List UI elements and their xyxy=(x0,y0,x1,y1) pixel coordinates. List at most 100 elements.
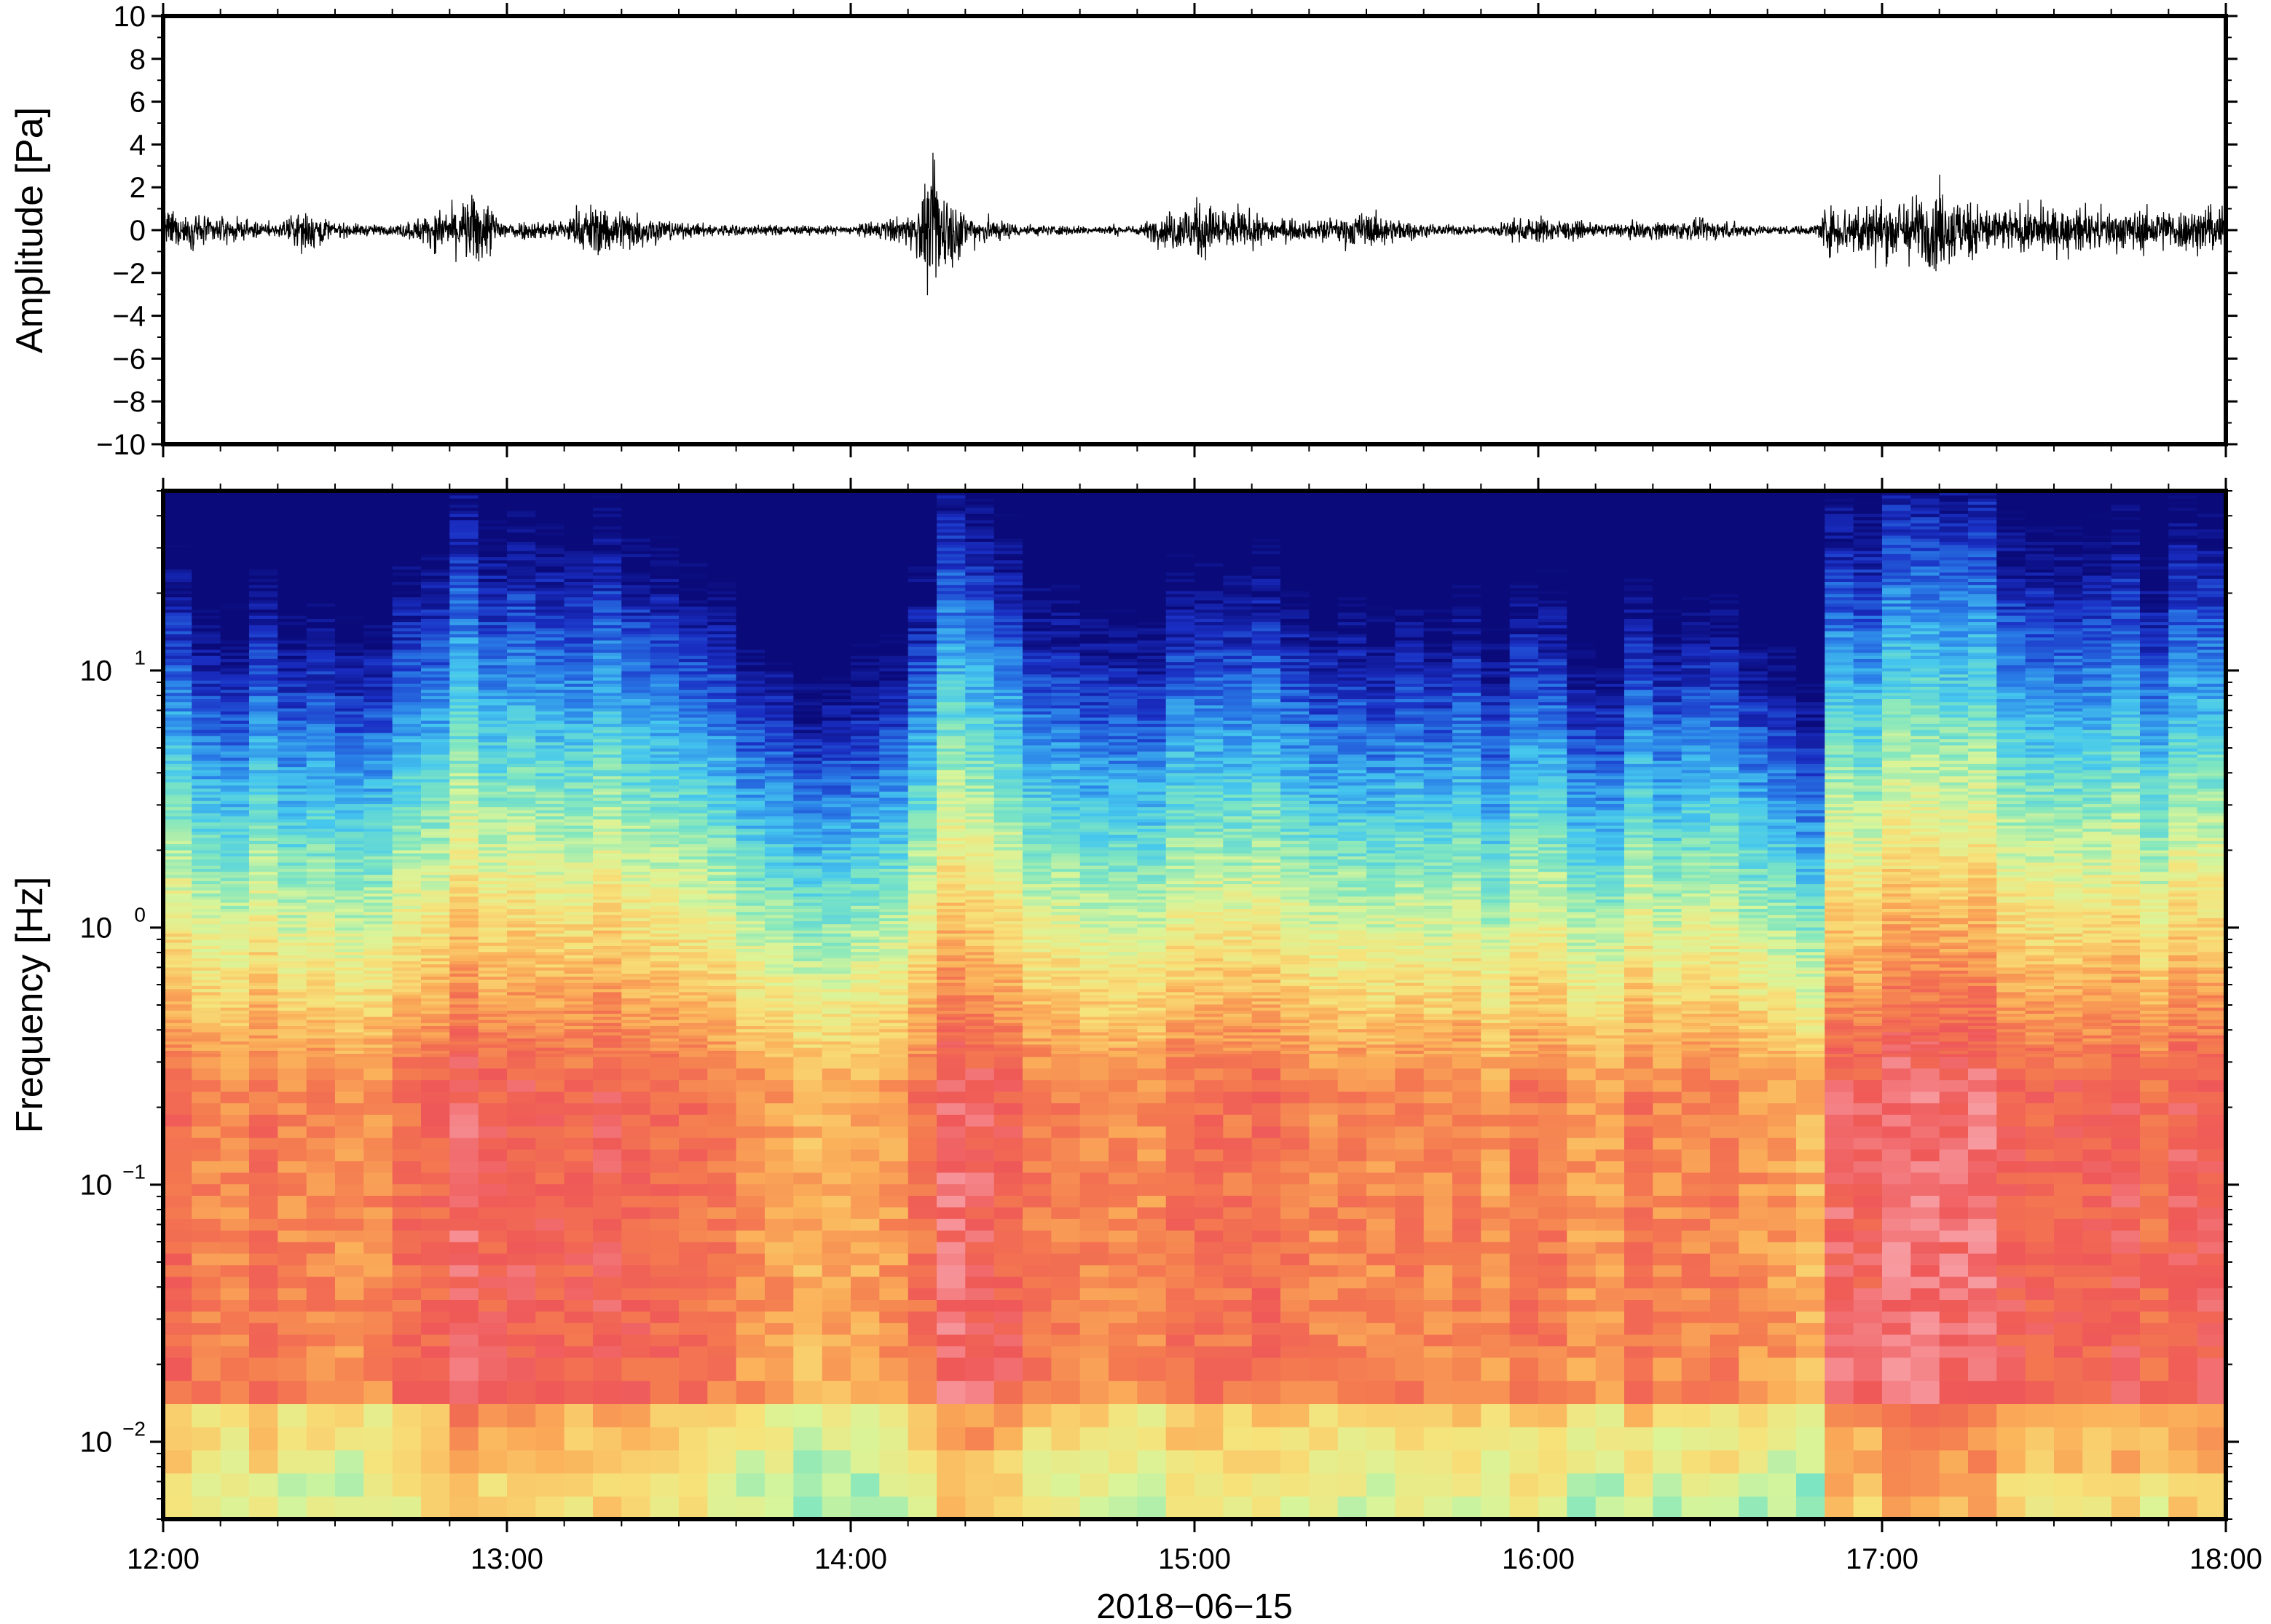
spectrogram-cell xyxy=(163,933,193,937)
spectrogram-cell xyxy=(765,979,795,983)
spectrogram-cell xyxy=(278,1426,307,1451)
spectrogram-cell xyxy=(793,1496,823,1519)
spectrogram-cell xyxy=(707,991,737,996)
spectrogram-cell xyxy=(192,717,221,721)
spectrogram-cell xyxy=(421,492,451,496)
waveform-y-tick-label: −2 xyxy=(112,258,146,290)
spectrogram-cell xyxy=(564,877,594,881)
spectrogram-cell xyxy=(478,970,508,974)
spectrogram-cell xyxy=(765,639,795,644)
spectrogram-cell xyxy=(449,877,479,881)
spectrogram-cell xyxy=(306,1148,336,1162)
spectrogram-cell xyxy=(335,1028,365,1033)
spectrogram-cell xyxy=(564,776,594,780)
spectrogram-cell xyxy=(249,621,279,626)
spectrogram-cell xyxy=(421,982,451,986)
spectrogram-cell xyxy=(249,1333,279,1347)
spectrogram-cell xyxy=(621,519,651,524)
spectrogram-cell xyxy=(593,606,623,610)
spectrogram-cell xyxy=(621,840,651,845)
spectrogram-cell xyxy=(535,772,565,776)
spectrogram-cell xyxy=(507,615,537,619)
spectrogram-cell xyxy=(535,529,565,533)
spectrogram-cell xyxy=(621,1019,651,1023)
spectrogram-cell xyxy=(765,905,795,909)
waveform-y-tick-label: 8 xyxy=(130,44,146,76)
spectrogram-cell xyxy=(335,1016,365,1020)
spectrogram-cell xyxy=(220,1022,250,1026)
spectrogram-cell xyxy=(220,831,250,835)
spectrogram-cell xyxy=(421,494,451,499)
spectrogram-cell xyxy=(679,849,709,854)
spectrogram-cell xyxy=(335,707,365,712)
spectrogram-cell xyxy=(679,634,709,638)
spectrogram-cell xyxy=(765,602,795,607)
spectrogram-cell xyxy=(421,1006,451,1011)
spectrogram-cell xyxy=(421,926,451,931)
spectrogram-cell xyxy=(679,1019,709,1023)
spectrogram-cell xyxy=(421,1195,451,1207)
spectrogram-cell xyxy=(392,800,422,804)
spectrogram-cell xyxy=(765,862,795,866)
spectrogram-cell xyxy=(306,942,336,946)
waveform-y-tick-label: −10 xyxy=(96,429,146,461)
spectrogram-cell xyxy=(192,664,221,669)
spectrogram-cell xyxy=(679,889,709,894)
spectrogram-cell xyxy=(220,813,250,816)
spectrogram-cell xyxy=(449,741,479,746)
spectrogram-cell xyxy=(192,1038,221,1042)
spectrogram-cell xyxy=(478,779,508,783)
spectrogram-cell xyxy=(564,859,594,863)
spectrogram-cell xyxy=(507,741,537,746)
spectrogram-cell xyxy=(335,840,365,845)
spectrogram-cell xyxy=(621,1473,651,1497)
spectrogram-cell xyxy=(163,634,193,638)
spectrogram-cell xyxy=(765,889,795,894)
spectrogram-cell xyxy=(621,729,651,733)
spectrogram-cell xyxy=(278,779,307,783)
spectrogram-cell xyxy=(220,923,250,928)
spectrogram-cell xyxy=(478,923,508,928)
spectrogram-cell xyxy=(621,751,651,755)
spectrogram-cell xyxy=(707,936,737,940)
spectrogram-cell xyxy=(621,837,651,841)
spectrogram-cell xyxy=(707,1426,737,1451)
spectrogram-cell xyxy=(765,621,795,626)
spectrogram-cell xyxy=(736,535,765,539)
spectrogram-cell xyxy=(593,664,623,669)
spectrogram-cell xyxy=(650,701,680,706)
spectrogram-cell xyxy=(679,1311,709,1323)
spectrogram-cell xyxy=(593,494,623,499)
spectrogram-cell xyxy=(679,893,709,897)
spectrogram-cell xyxy=(335,714,365,718)
spectrogram-cell xyxy=(679,772,709,776)
spectrogram-cell xyxy=(736,606,765,610)
spectrogram-cell xyxy=(421,880,451,885)
spectrogram-cell xyxy=(421,819,451,823)
spectrogram-cell xyxy=(650,544,680,548)
spectrogram-cell xyxy=(478,1068,508,1081)
spectrogram-cell xyxy=(707,1013,737,1017)
spectrogram-cell xyxy=(449,856,479,860)
spectrogram-cell xyxy=(765,748,795,752)
spectrogram-cell xyxy=(679,865,709,869)
spectrogram-cell xyxy=(535,732,565,736)
spectrogram-cell xyxy=(363,828,393,832)
spectrogram-cell xyxy=(793,923,823,928)
spectrogram-cell xyxy=(220,677,250,681)
spectrogram-cell xyxy=(707,979,737,983)
spectrogram-cell xyxy=(220,1241,250,1254)
spectrogram-cell xyxy=(163,1496,193,1519)
spectrogram-cell xyxy=(306,754,336,758)
spectrogram-cell xyxy=(650,1403,680,1427)
spectrogram-cell xyxy=(392,704,422,709)
spectrogram-cell xyxy=(278,911,307,915)
spectrogram-cell xyxy=(220,763,250,768)
spectrogram-cell xyxy=(765,1380,795,1404)
spectrogram-cell xyxy=(392,843,422,848)
spectrogram-cell xyxy=(679,602,709,607)
spectrogram-cell xyxy=(278,572,307,576)
spectrogram-cell xyxy=(621,1031,651,1036)
spectrogram-cell xyxy=(449,618,479,623)
spectrogram-cell xyxy=(593,781,623,786)
